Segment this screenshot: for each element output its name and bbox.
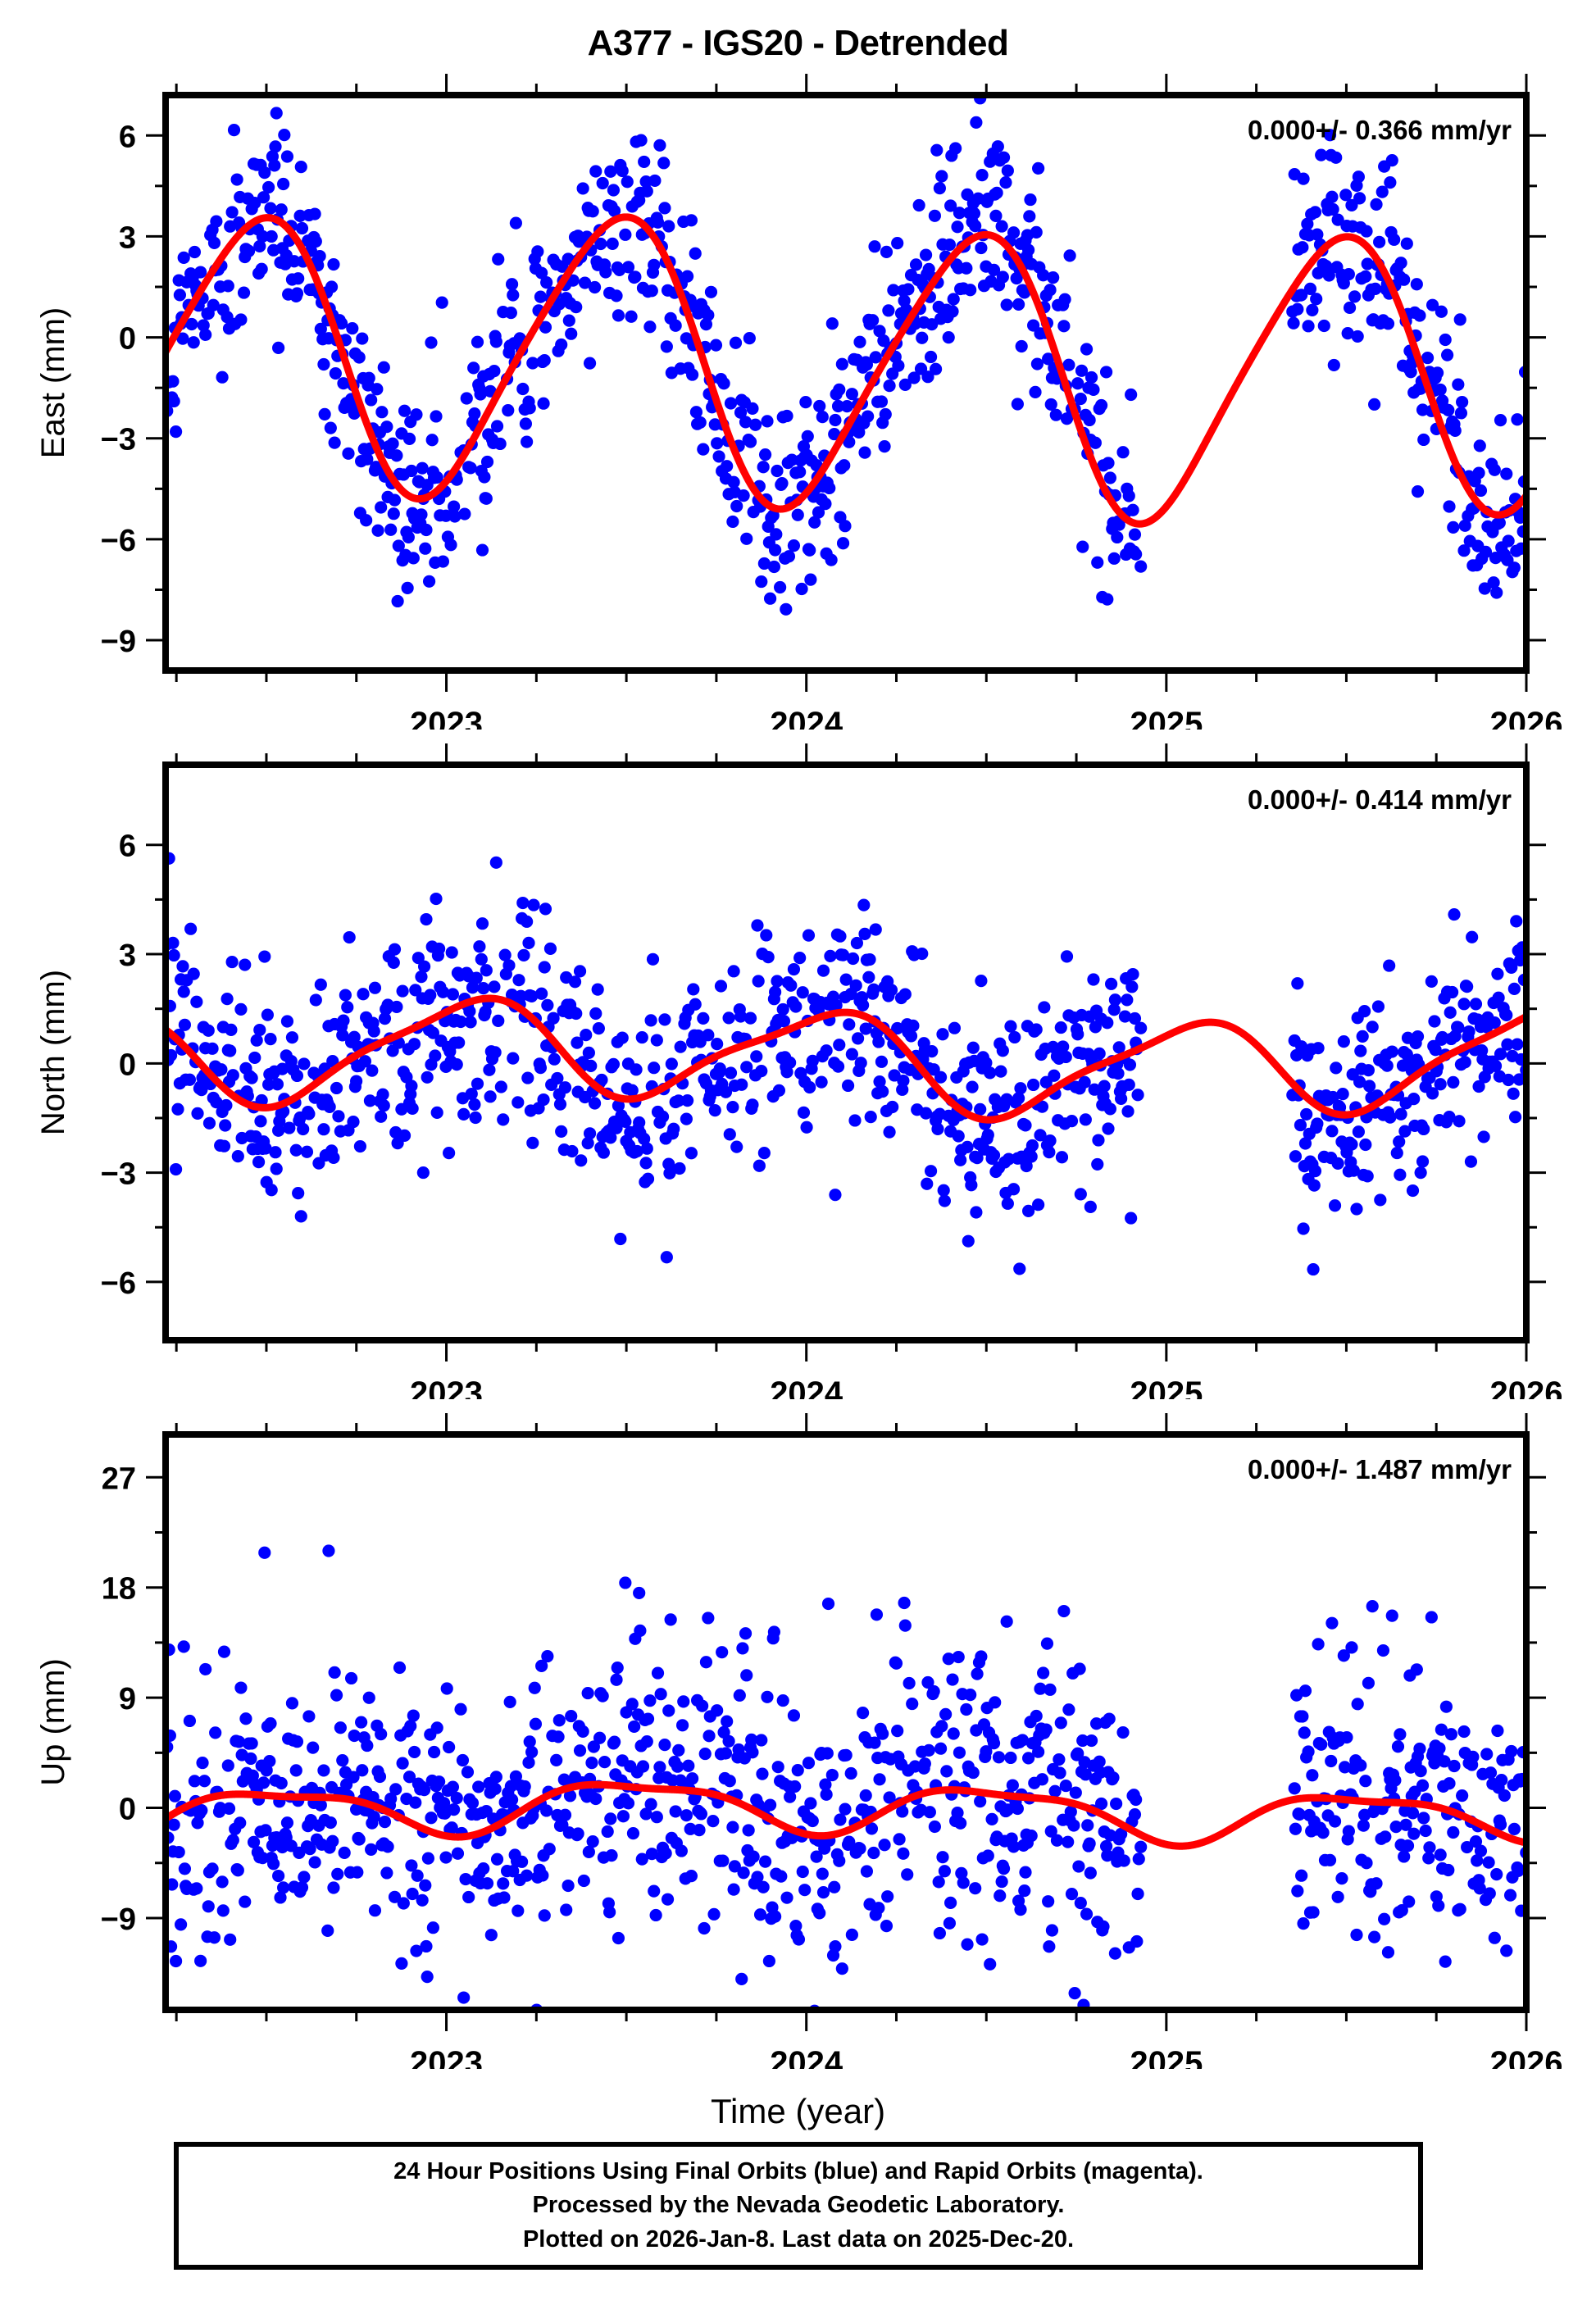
fit-curve-north xyxy=(166,994,1526,1124)
plot-frame-up xyxy=(162,1431,1530,2013)
x-tick-label: 2024 xyxy=(770,706,843,730)
y-tick-label: 0 xyxy=(119,322,136,357)
y-tick-label: 0 xyxy=(119,1048,136,1082)
x-tick-label: 2025 xyxy=(1130,706,1203,730)
panel-north: 6 3 0 −3 −6 2023 2024 2025 2026 North (mm) 0.000+/… xyxy=(0,719,1596,1399)
fit-curve-east xyxy=(166,213,1526,528)
plot-north: 6 3 0 −3 −6 2023 2024 2025 2026 North (mm) 0.000+/… xyxy=(35,743,1563,1399)
y-tick-label: 27 xyxy=(102,1462,136,1496)
x-tick-label: 2024 xyxy=(770,1375,843,1399)
x-tick-label: 2023 xyxy=(410,1375,483,1399)
caption-line-3: Plotted on 2026-Jan-8. Last data on 2025… xyxy=(522,2225,1075,2253)
y-axis-up: 27 18 9 0 −9 xyxy=(101,1462,1546,1937)
rate-annotation-up: 0.000+/- 1.487 mm/yr xyxy=(1248,1454,1512,1484)
y-tick-label: 9 xyxy=(119,1682,136,1716)
y-axis-title-up: Up (mm) xyxy=(35,1658,71,1786)
x-axis-up: 2023 2024 2025 2026 xyxy=(175,1413,1563,2069)
y-axis-title-east: East (mm) xyxy=(35,307,71,458)
y-axis-title-north: North (mm) xyxy=(35,970,71,1135)
caption-box: 24 Hour Positions Using Final Orbits (bl… xyxy=(174,2142,1423,2270)
y-tick-label: −6 xyxy=(101,1266,136,1301)
x-tick-label: 2026 xyxy=(1490,2045,1563,2069)
scatter-points-north xyxy=(166,852,1526,1276)
page-title: A377 - IGS20 - Detrended xyxy=(587,23,1009,63)
plot-frame-north xyxy=(162,761,1530,1343)
x-tick-label: 2026 xyxy=(1490,706,1563,730)
x-axis-north: 2023 2024 2025 2026 xyxy=(175,743,1563,1399)
scatter-points-east xyxy=(166,95,1526,616)
y-tick-label: −9 xyxy=(101,625,136,659)
y-axis-east: 6 3 0 −3 −6 −9 xyxy=(101,120,1546,659)
y-tick-label: −6 xyxy=(101,524,136,558)
y-tick-label: −3 xyxy=(101,1157,136,1192)
plot-east: 6 3 0 −3 −6 −9 2023 2024 2025 2026 East (mm) 0.000+… xyxy=(35,74,1563,730)
x-tick-label: 2025 xyxy=(1130,2045,1203,2069)
caption-line-1: 24 Hour Positions Using Final Orbits (bl… xyxy=(393,2158,1203,2185)
rate-annotation-north: 0.000+/- 0.414 mm/yr xyxy=(1248,784,1512,815)
y-tick-label: −3 xyxy=(101,423,136,457)
rate-annotation-east: 0.000+/- 0.366 mm/yr xyxy=(1248,115,1512,145)
x-tick-label: 2023 xyxy=(410,706,483,730)
y-axis-north: 6 3 0 −3 −6 xyxy=(101,830,1546,1301)
x-axis-label: Time (year) xyxy=(710,2092,886,2130)
x-axis-east: 2023 2024 2025 2026 xyxy=(175,74,1563,730)
plot-up: 27 18 9 0 −9 2023 2024 2025 2026 Up (mm) 0.000+/- … xyxy=(35,1413,1563,2069)
y-tick-label: 6 xyxy=(119,120,136,154)
fit-curve-up xyxy=(166,1780,1526,1850)
scatter-points-up xyxy=(166,1544,1526,2010)
y-tick-label: 18 xyxy=(102,1572,136,1607)
y-tick-label: 3 xyxy=(119,220,136,255)
y-tick-label: 0 xyxy=(119,1793,136,1827)
y-tick-label: 6 xyxy=(119,830,136,864)
panel-up: 27 18 9 0 −9 2023 2024 2025 2026 Up (mm) 0.000+/- … xyxy=(0,1389,1596,2069)
panel-east: 6 3 0 −3 −6 −9 2023 2024 2025 2026 East (mm) 0.000+… xyxy=(0,49,1596,730)
y-tick-label: 3 xyxy=(119,939,136,973)
x-tick-label: 2026 xyxy=(1490,1375,1563,1399)
y-tick-label: −9 xyxy=(101,1902,136,1937)
plot-frame-east xyxy=(162,92,1530,674)
x-tick-label: 2024 xyxy=(770,2045,843,2069)
caption-line-2: Processed by the Nevada Geodetic Laborat… xyxy=(532,2192,1065,2219)
x-tick-label: 2023 xyxy=(410,2045,483,2069)
x-tick-label: 2025 xyxy=(1130,1375,1203,1399)
